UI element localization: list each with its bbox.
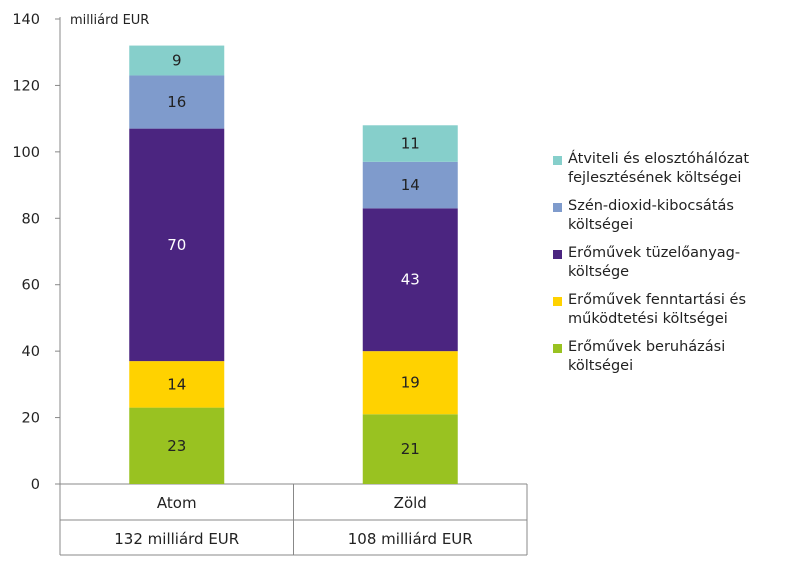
bar-value-label: 70: [167, 236, 186, 254]
bar-segment: [129, 361, 225, 408]
category-total-label: 132 milliárd EUR: [114, 530, 239, 548]
y-tick-label: 20: [22, 411, 40, 427]
bar-value-label: 21: [401, 440, 420, 458]
legend-label: Szén-dioxid-kibocsátás költségei: [568, 198, 734, 233]
legend: Átviteli és elosztóhálózat fejlesztéséne…: [553, 150, 793, 385]
bar-value-label: 43: [401, 271, 420, 289]
y-tick-label: 40: [22, 344, 40, 360]
bar-segment: [129, 75, 225, 129]
bar-segment: [129, 407, 225, 484]
bar-segment: [129, 45, 225, 76]
y-tick-label: 120: [12, 78, 40, 94]
bar-segment: [362, 161, 458, 209]
bar-value-label: 14: [401, 176, 420, 194]
bar-value-label: 11: [401, 135, 420, 153]
legend-item: Erőművek tüzelőanyag-költsége: [553, 244, 793, 282]
bar-value-label: 16: [167, 93, 186, 111]
legend-swatch: [553, 344, 562, 353]
bars: 23 14 70 16 9 21 19 43 14 11: [129, 45, 458, 484]
y-tick-label: 0: [31, 477, 40, 493]
category-label: Zöld: [394, 494, 427, 512]
legend-label: Erőművek tüzelőanyag-költsége: [568, 245, 741, 280]
legend-label: Erőművek fenntartási és működtetési költ…: [568, 292, 746, 327]
legend-item: Erőművek beruházási költségei: [553, 338, 793, 376]
bar-value-label: 23: [167, 437, 186, 455]
y-tick-label: 140: [12, 12, 40, 28]
legend-swatch: [553, 156, 562, 165]
bar-segment: [362, 125, 458, 162]
category-total-label: 108 milliárd EUR: [348, 530, 473, 548]
y-tick-label: 100: [12, 145, 40, 161]
bar-segment: [362, 351, 458, 415]
y-tick-label: 60: [22, 278, 40, 294]
bar-value-label: 9: [172, 52, 182, 70]
y-unit-label: milliárd EUR: [70, 13, 149, 28]
bar-value-label: 19: [401, 374, 420, 392]
category-label: Atom: [157, 494, 197, 512]
legend-label: Átviteli és elosztóhálózat fejlesztéséne…: [568, 151, 750, 186]
y-tick-label: 80: [22, 211, 40, 227]
legend-swatch: [553, 250, 562, 259]
bar-segment: [129, 128, 225, 362]
bar-value-label: 14: [167, 375, 186, 393]
legend-swatch: [553, 203, 562, 212]
bar-segment: [362, 414, 458, 484]
legend-item: Szén-dioxid-kibocsátás költségei: [553, 197, 793, 235]
legend-item: Átviteli és elosztóhálózat fejlesztéséne…: [553, 150, 793, 188]
legend-label: Erőművek beruházási költségei: [568, 339, 726, 374]
bar-segment: [362, 208, 458, 352]
legend-item: Erőművek fenntartási és működtetési költ…: [553, 291, 793, 329]
legend-swatch: [553, 297, 562, 306]
